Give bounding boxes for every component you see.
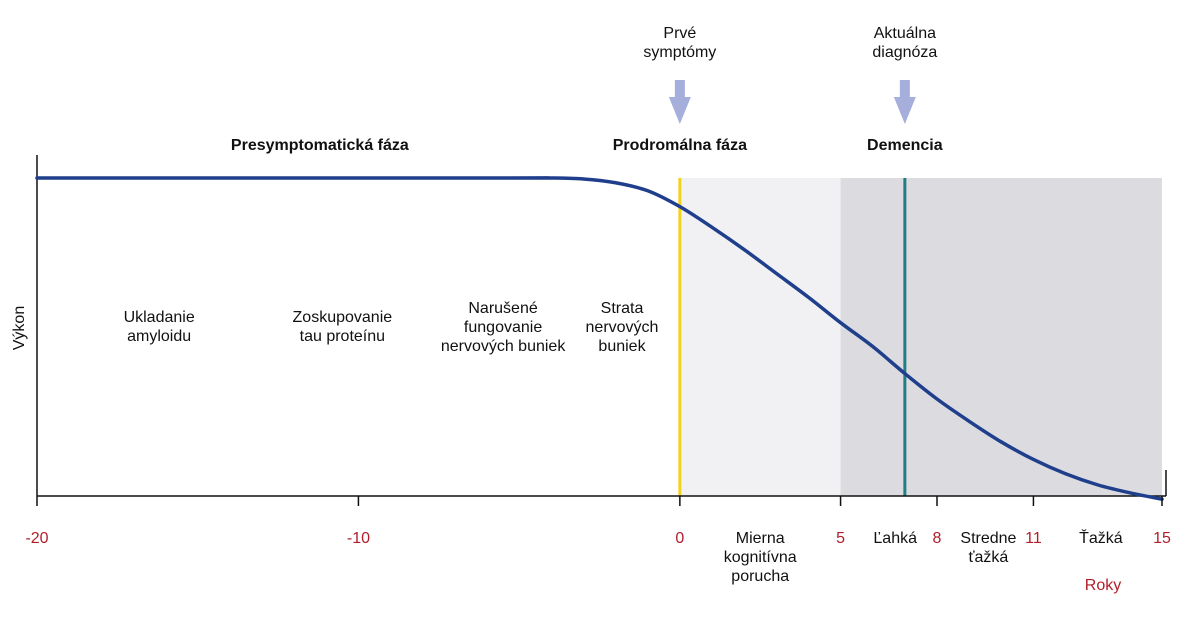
process-label: Zoskupovanie tau proteínu	[293, 309, 393, 345]
process-label: Strata nervových buniek	[586, 300, 659, 355]
stage-label: Ľahká	[873, 530, 917, 547]
x-axis-unit: Roky	[1085, 577, 1121, 594]
shaded-regions	[679, 178, 1162, 496]
arrow-caption: Prvé symptómy	[643, 25, 716, 61]
phase-label: Presymptomatická fáza	[231, 137, 409, 154]
shaded-region	[840, 178, 1162, 496]
curve-layer	[35, 176, 1164, 501]
process-label: Narušené fungovanie nervových buniek	[441, 300, 567, 355]
phase-label: Demencia	[867, 137, 943, 154]
x-tick-label: 5	[836, 530, 845, 547]
x-tick-label: 8	[933, 530, 942, 547]
x-tick-label: 15	[1153, 530, 1171, 547]
stage-label: Mierna kognitívna porucha	[724, 530, 797, 585]
process-label: Ukladanie amyloidu	[124, 309, 195, 345]
shaded-region	[679, 178, 841, 496]
x-axis-ticks: -20 -10 0 5 8 11 15	[25, 496, 1171, 547]
down-arrow-icon	[893, 80, 916, 124]
down-arrow-icon	[668, 80, 691, 124]
vertical-markers	[678, 178, 907, 496]
x-tick-label: -20	[25, 530, 48, 547]
x-tick-label: 0	[675, 530, 684, 547]
x-tick-label: 11	[1025, 530, 1042, 547]
phase-label: Prodromálna fáza	[613, 137, 747, 154]
annotations: Presymptomatická fáza Prodromálna fáza Dem…	[124, 25, 1123, 585]
stage-label: Stredne ťažká	[960, 530, 1016, 566]
x-tick-label: -10	[347, 530, 370, 547]
performance-curve	[35, 176, 1164, 501]
stage-label: Ťažká	[1079, 528, 1123, 547]
arrow-caption: Aktuálna diagnóza	[872, 25, 937, 61]
y-axis-label: Výkon	[11, 306, 28, 350]
axes	[36, 155, 1167, 497]
